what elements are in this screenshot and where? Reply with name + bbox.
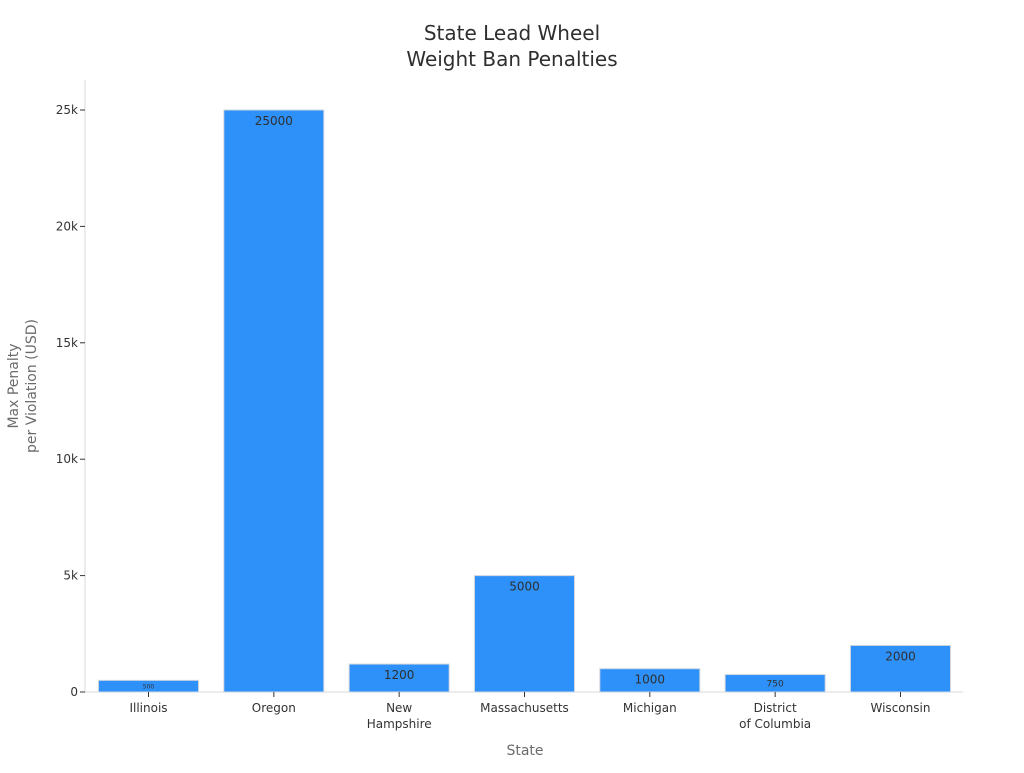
bar — [223, 109, 325, 693]
x-tick-label: New — [386, 701, 412, 715]
bar — [473, 575, 575, 693]
bar-data-label: 2000 — [885, 649, 916, 663]
bar-data-label: 25000 — [255, 114, 293, 128]
chart-title-line-2: Weight Ban Penalties — [406, 47, 617, 71]
chart-title-line-1: State Lead Wheel — [424, 21, 600, 45]
x-tick-label: Wisconsin — [871, 701, 931, 715]
bar-data-label: 1200 — [384, 668, 415, 682]
x-tick-label: Hampshire — [367, 717, 432, 731]
y-tick-label: 25k — [56, 103, 78, 117]
y-tick-label: 5k — [63, 569, 78, 583]
y-tick-label: 15k — [56, 336, 78, 350]
bar-data-label: 750 — [767, 679, 784, 689]
x-tick-label: Michigan — [623, 701, 677, 715]
x-axis-title: State — [506, 743, 543, 759]
y-tick-label: 20k — [56, 219, 78, 233]
x-tick-label: Illinois — [129, 701, 167, 715]
bar-data-label: 5000 — [509, 580, 540, 594]
x-tick-label: of Columbia — [739, 717, 811, 731]
bar — [849, 644, 951, 693]
bar-data-label: 1000 — [635, 673, 666, 687]
y-axis-title-line-2: per Violation (USD) — [24, 319, 40, 453]
x-tick-label: Massachusetts — [480, 701, 569, 715]
x-axis-ticks: Illinois Oregon New Hampshire Massachusetts M… — [129, 692, 930, 731]
x-tick-label: Oregon — [252, 701, 296, 715]
x-tick-label: District — [754, 701, 797, 715]
y-axis-title-line-1: Max Penalty — [6, 343, 22, 428]
y-axis-ticks: 0 5k 10k 15k 20k 25k — [56, 103, 85, 699]
y-tick-label: 10k — [56, 452, 78, 466]
bar-data-label: 500 — [143, 683, 155, 690]
bars-group: 500 25000 1200 5000 1000 750 2000 — [98, 109, 951, 693]
y-tick-label: 0 — [70, 685, 78, 699]
